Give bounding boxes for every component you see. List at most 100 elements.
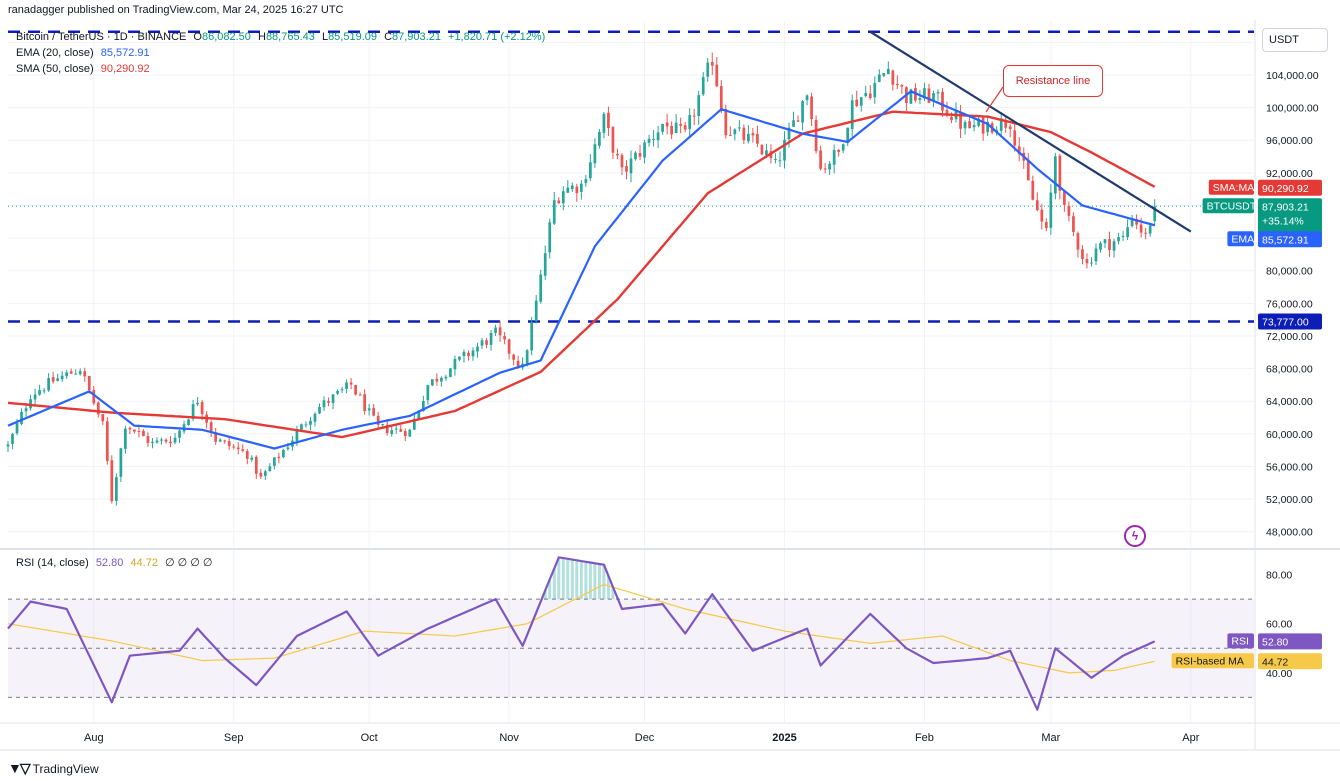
candle-body	[33, 394, 37, 400]
candle-body	[146, 436, 150, 443]
rsi-legend[interactable]: RSI (14, close) 52.80 44.72 ∅ ∅ ∅ ∅	[16, 556, 217, 569]
candle-body	[263, 471, 267, 476]
candle-body	[602, 113, 606, 133]
candle-body	[1067, 205, 1071, 216]
candle-body	[277, 456, 281, 459]
ohlc-change: +1,820.71 (+2.12%)	[448, 31, 546, 43]
rsi-tick-label: 60.00	[1266, 619, 1292, 631]
candle-body	[142, 430, 145, 437]
time-tick-label: Nov	[499, 732, 519, 744]
candle-body	[620, 155, 624, 168]
candle-body	[1090, 262, 1093, 264]
tradingview-brand-text: TradingView	[32, 762, 99, 776]
candle-body	[647, 138, 651, 143]
candle-body	[282, 449, 285, 458]
candle-body	[1139, 224, 1143, 233]
candle-body	[1058, 155, 1062, 191]
candle-body	[638, 153, 642, 157]
price-tick-label: 56,000.00	[1266, 461, 1313, 473]
candle-body	[932, 93, 935, 102]
candle-body	[941, 91, 944, 111]
ema-legend-value: 85,572.91	[100, 47, 150, 59]
candle-body	[751, 133, 755, 136]
candle-body	[24, 408, 28, 412]
candle-body	[1135, 219, 1138, 225]
candle-body	[566, 187, 570, 193]
candle-body	[656, 132, 660, 141]
candle-body	[742, 127, 746, 141]
candle-body	[1040, 209, 1044, 222]
candle-body	[697, 95, 701, 116]
candle-body	[679, 123, 683, 126]
candle-body	[209, 422, 213, 433]
rsi-legend-label: RSI (14, close)	[16, 557, 89, 569]
candle-body	[101, 414, 105, 422]
price-badge-text: 87,903.21	[1262, 201, 1309, 213]
candle-body	[489, 332, 493, 345]
candle-body	[832, 150, 836, 165]
candle-body	[823, 168, 827, 170]
candle-body	[449, 368, 452, 377]
candle-body	[191, 404, 195, 419]
candle-body	[552, 200, 556, 224]
candle-body	[783, 139, 786, 161]
candle-body	[706, 62, 710, 77]
candle-body	[119, 448, 123, 477]
candle-body	[462, 351, 466, 357]
candle-body	[245, 451, 249, 459]
candle-body	[1031, 180, 1035, 200]
tradingview-logo-icon: ▼▽	[8, 760, 31, 776]
candle-body	[1081, 249, 1084, 259]
candle-body	[155, 440, 159, 443]
candle-body	[480, 340, 484, 346]
candle-body	[1103, 239, 1107, 244]
price-tick-label: 80,000.00	[1266, 266, 1313, 278]
tradingview-logo[interactable]: ▼▽ TradingView	[8, 760, 99, 777]
candle-body	[96, 402, 100, 415]
candle-body	[1085, 259, 1089, 264]
candle-body	[701, 77, 705, 95]
candle-body	[408, 429, 412, 437]
price-badge-text: +35.14%	[1262, 215, 1304, 227]
candle-body	[1108, 239, 1111, 250]
symbol-legend: Bitcoin / TetherUS · 1D · BINANCE O86,08…	[16, 31, 549, 43]
candle-body	[78, 371, 82, 375]
candle-body	[110, 460, 114, 502]
candle-body	[1076, 233, 1080, 250]
candle-body	[20, 411, 23, 424]
price-badge-box	[1258, 198, 1322, 243]
candle-body	[728, 135, 732, 137]
candle-body	[6, 444, 10, 447]
resistance-annotation[interactable]: Resistance line	[1003, 65, 1103, 97]
candle-body	[295, 430, 299, 442]
candle-body	[358, 394, 362, 396]
candle-body	[503, 336, 506, 340]
candle-body	[891, 70, 895, 85]
candle-body	[760, 144, 764, 155]
time-tick-label: Apr	[1182, 732, 1199, 744]
candle-body	[778, 160, 782, 162]
sma-legend-value: 90,290.92	[100, 63, 150, 75]
moving-averages	[7, 90, 1156, 450]
price-tick-label: 72,000.00	[1266, 331, 1313, 343]
ema-legend[interactable]: EMA (20, close) 85,572.91	[16, 47, 154, 59]
candle-body	[105, 421, 109, 461]
candle-body	[1148, 225, 1152, 234]
candle-body	[1013, 130, 1017, 146]
candle-body	[440, 377, 443, 382]
candle-body	[236, 447, 240, 450]
candle-body	[516, 360, 520, 367]
candle-body	[634, 152, 637, 160]
candle-body	[534, 300, 538, 322]
candle-body	[92, 390, 96, 404]
candle-body	[309, 420, 312, 425]
grid	[0, 20, 1340, 751]
currency-button[interactable]: USDT	[1262, 28, 1328, 52]
candle-body	[959, 112, 962, 129]
symbol-title: Bitcoin / TetherUS · 1D · BINANCE	[16, 31, 187, 43]
sma-legend[interactable]: SMA (50, close) 90,290.92	[16, 63, 154, 75]
sma-badge-tag	[1208, 179, 1254, 195]
lightning-icon[interactable]: ϟ	[1124, 525, 1146, 547]
candle-body	[1126, 227, 1129, 238]
